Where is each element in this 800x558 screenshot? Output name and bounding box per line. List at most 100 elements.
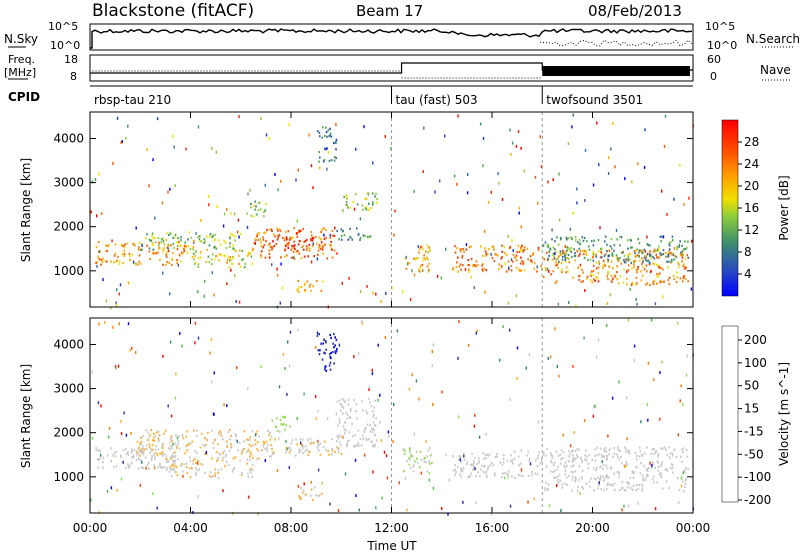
data-cell: [600, 256, 603, 259]
data-cell: [490, 190, 492, 194]
data-cell: [519, 262, 522, 265]
data-cell: [482, 270, 484, 273]
data-cell: [226, 259, 229, 262]
nsky-panel: N.Sky 10^5 10^0 10^5 10^0 N.Search: [4, 20, 800, 52]
data-cell: [318, 353, 321, 356]
data-cell: [141, 244, 143, 247]
data-cell: [175, 465, 178, 469]
data-cell: [660, 474, 663, 477]
data-cell: [559, 253, 562, 256]
data-cell: [520, 225, 522, 229]
data-cell: [215, 450, 218, 454]
data-cell: [660, 472, 662, 475]
power-colorbar-tick-label: 8: [744, 245, 752, 259]
data-cell: [552, 471, 554, 474]
data-cell: [172, 452, 175, 455]
data-cell: [271, 246, 274, 249]
data-cell: [192, 248, 194, 251]
data-cell: [252, 215, 255, 218]
data-cell: [562, 249, 564, 253]
data-cell: [441, 507, 443, 510]
data-cell: [601, 455, 604, 458]
data-cell: [250, 202, 252, 205]
data-cell: [578, 478, 580, 481]
data-cell: [127, 465, 130, 468]
data-cell: [120, 454, 122, 457]
data-cell: [153, 466, 156, 470]
data-cell: [286, 447, 289, 451]
data-cell: [274, 173, 276, 176]
nsearch-label: N.Search: [746, 32, 800, 46]
data-cell: [460, 460, 462, 463]
data-cell: [619, 275, 622, 278]
data-cell: [333, 234, 336, 238]
data-cell: [423, 256, 425, 259]
data-cell: [204, 471, 206, 474]
data-cell: [161, 201, 164, 205]
data-cell: [415, 379, 418, 383]
data-cell: [113, 466, 115, 469]
data-cell: [338, 441, 341, 444]
data-cell: [175, 444, 178, 447]
data-cell: [288, 123, 290, 127]
data-cell: [159, 452, 161, 455]
y-tick-label: 3000: [53, 176, 84, 190]
data-cell: [114, 252, 117, 255]
data-cell: [552, 246, 555, 249]
data-cell: [456, 466, 459, 469]
data-cell: [259, 208, 262, 211]
data-cell: [301, 246, 303, 249]
data-cell: [172, 242, 175, 245]
data-cell: [376, 197, 378, 201]
data-cell: [236, 366, 238, 370]
data-cell: [671, 452, 674, 455]
data-cell: [330, 351, 332, 354]
data-cell: [607, 270, 609, 273]
data-cell: [638, 484, 640, 487]
data-cell: [216, 459, 218, 462]
data-cell: [253, 241, 256, 244]
data-cell: [110, 306, 112, 310]
data-cell: [514, 476, 516, 479]
data-cell: [318, 449, 320, 452]
data-cell: [641, 454, 644, 457]
data-cell: [681, 256, 684, 259]
data-cell: [97, 250, 100, 253]
data-cell: [645, 264, 648, 267]
data-cell: [222, 489, 224, 493]
data-cell: [211, 475, 214, 478]
data-cell: [215, 255, 218, 258]
data-cell: [174, 396, 177, 400]
data-cell: [331, 453, 333, 456]
data-cell: [347, 398, 350, 401]
data-cell: [556, 365, 558, 368]
data-cell: [271, 229, 273, 233]
data-cell: [274, 235, 276, 238]
data-cell: [222, 452, 224, 455]
data-cell: [650, 466, 653, 469]
data-cell: [228, 449, 231, 452]
data-cell: [475, 260, 478, 263]
data-cell: [634, 451, 637, 454]
data-cell: [672, 274, 675, 277]
data-cell: [675, 280, 678, 284]
data-cell: [610, 483, 613, 486]
data-cell: [483, 267, 485, 270]
data-cell: [152, 252, 154, 255]
data-cell: [604, 253, 607, 256]
data-cell: [212, 441, 215, 444]
data-cell: [610, 274, 613, 277]
data-cell: [678, 266, 680, 269]
data-cell: [349, 206, 352, 209]
data-cell: [257, 239, 260, 242]
data-cell: [685, 266, 688, 269]
data-cell: [220, 434, 223, 437]
data-cell: [533, 497, 535, 501]
data-cell: [619, 244, 621, 247]
data-cell: [662, 295, 664, 299]
data-cell: [155, 445, 157, 448]
data-cell: [229, 235, 231, 238]
data-cell: [428, 262, 430, 265]
data-cell: [249, 188, 251, 192]
data-cell: [343, 428, 346, 431]
